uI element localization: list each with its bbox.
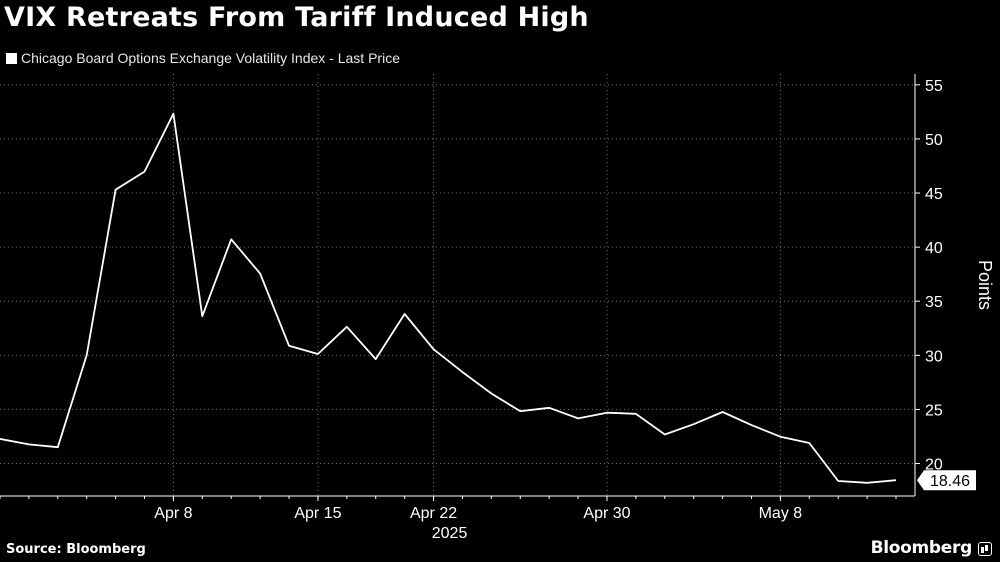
last-value-callout: 18.46 — [917, 470, 976, 491]
series-layer — [0, 112, 897, 484]
x-tick-label: May 8 — [759, 505, 803, 522]
legend: Chicago Board Options Exchange Volatilit… — [6, 50, 400, 66]
bloomberg-logo-icon — [978, 542, 992, 556]
legend-swatch — [6, 52, 17, 64]
x-tick-label: Apr 22 — [410, 505, 457, 522]
y-tick-label: 45 — [925, 186, 943, 203]
y-tick-label: 20 — [925, 457, 943, 474]
source-note: Source: Bloomberg — [6, 542, 146, 557]
x-tick-label: Apr 8 — [154, 505, 192, 522]
y-tick-label: 40 — [925, 240, 943, 257]
y-tick-label: 25 — [925, 402, 943, 419]
series-line-vix — [0, 112, 897, 484]
y-tick-label: 50 — [925, 132, 943, 149]
axis-layer — [0, 74, 920, 501]
y-tick-label: 35 — [925, 294, 943, 311]
legend-label: Chicago Board Options Exchange Volatilit… — [21, 50, 400, 66]
y-tick-label: 30 — [925, 348, 943, 365]
last-value-label: 18.46 — [930, 473, 970, 490]
y-tick-label: 55 — [925, 78, 943, 95]
chart-title: VIX Retreats From Tariff Induced High — [4, 2, 589, 33]
grid-layer — [0, 74, 915, 496]
brand-logo-text: Bloomberg — [870, 538, 973, 558]
x-tick-label: Apr 15 — [294, 505, 341, 522]
last-value-badge — [917, 470, 976, 491]
y-axis-title: Points — [975, 260, 995, 310]
x-axis-year-label: 2025 — [432, 525, 468, 542]
x-tick-label: Apr 30 — [583, 505, 630, 522]
